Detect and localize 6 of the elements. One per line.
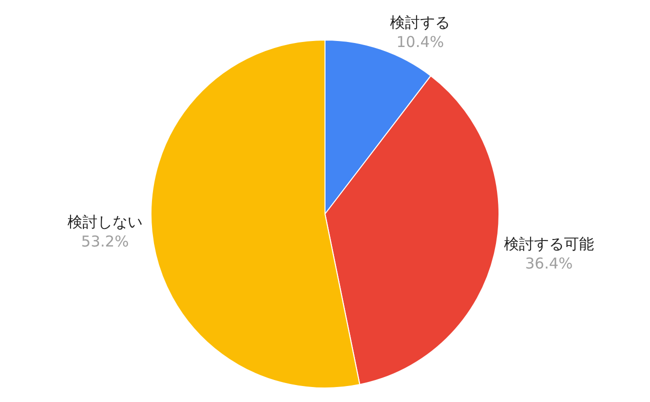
slice-label: 検討しない <box>68 212 143 231</box>
data-label: 36.4% <box>525 254 573 273</box>
data-label: 10.4% <box>396 33 444 52</box>
data-label: 53.2% <box>81 232 129 250</box>
slice-label: 検討する可能 <box>504 235 594 254</box>
slice-label: 検討する <box>390 14 450 32</box>
